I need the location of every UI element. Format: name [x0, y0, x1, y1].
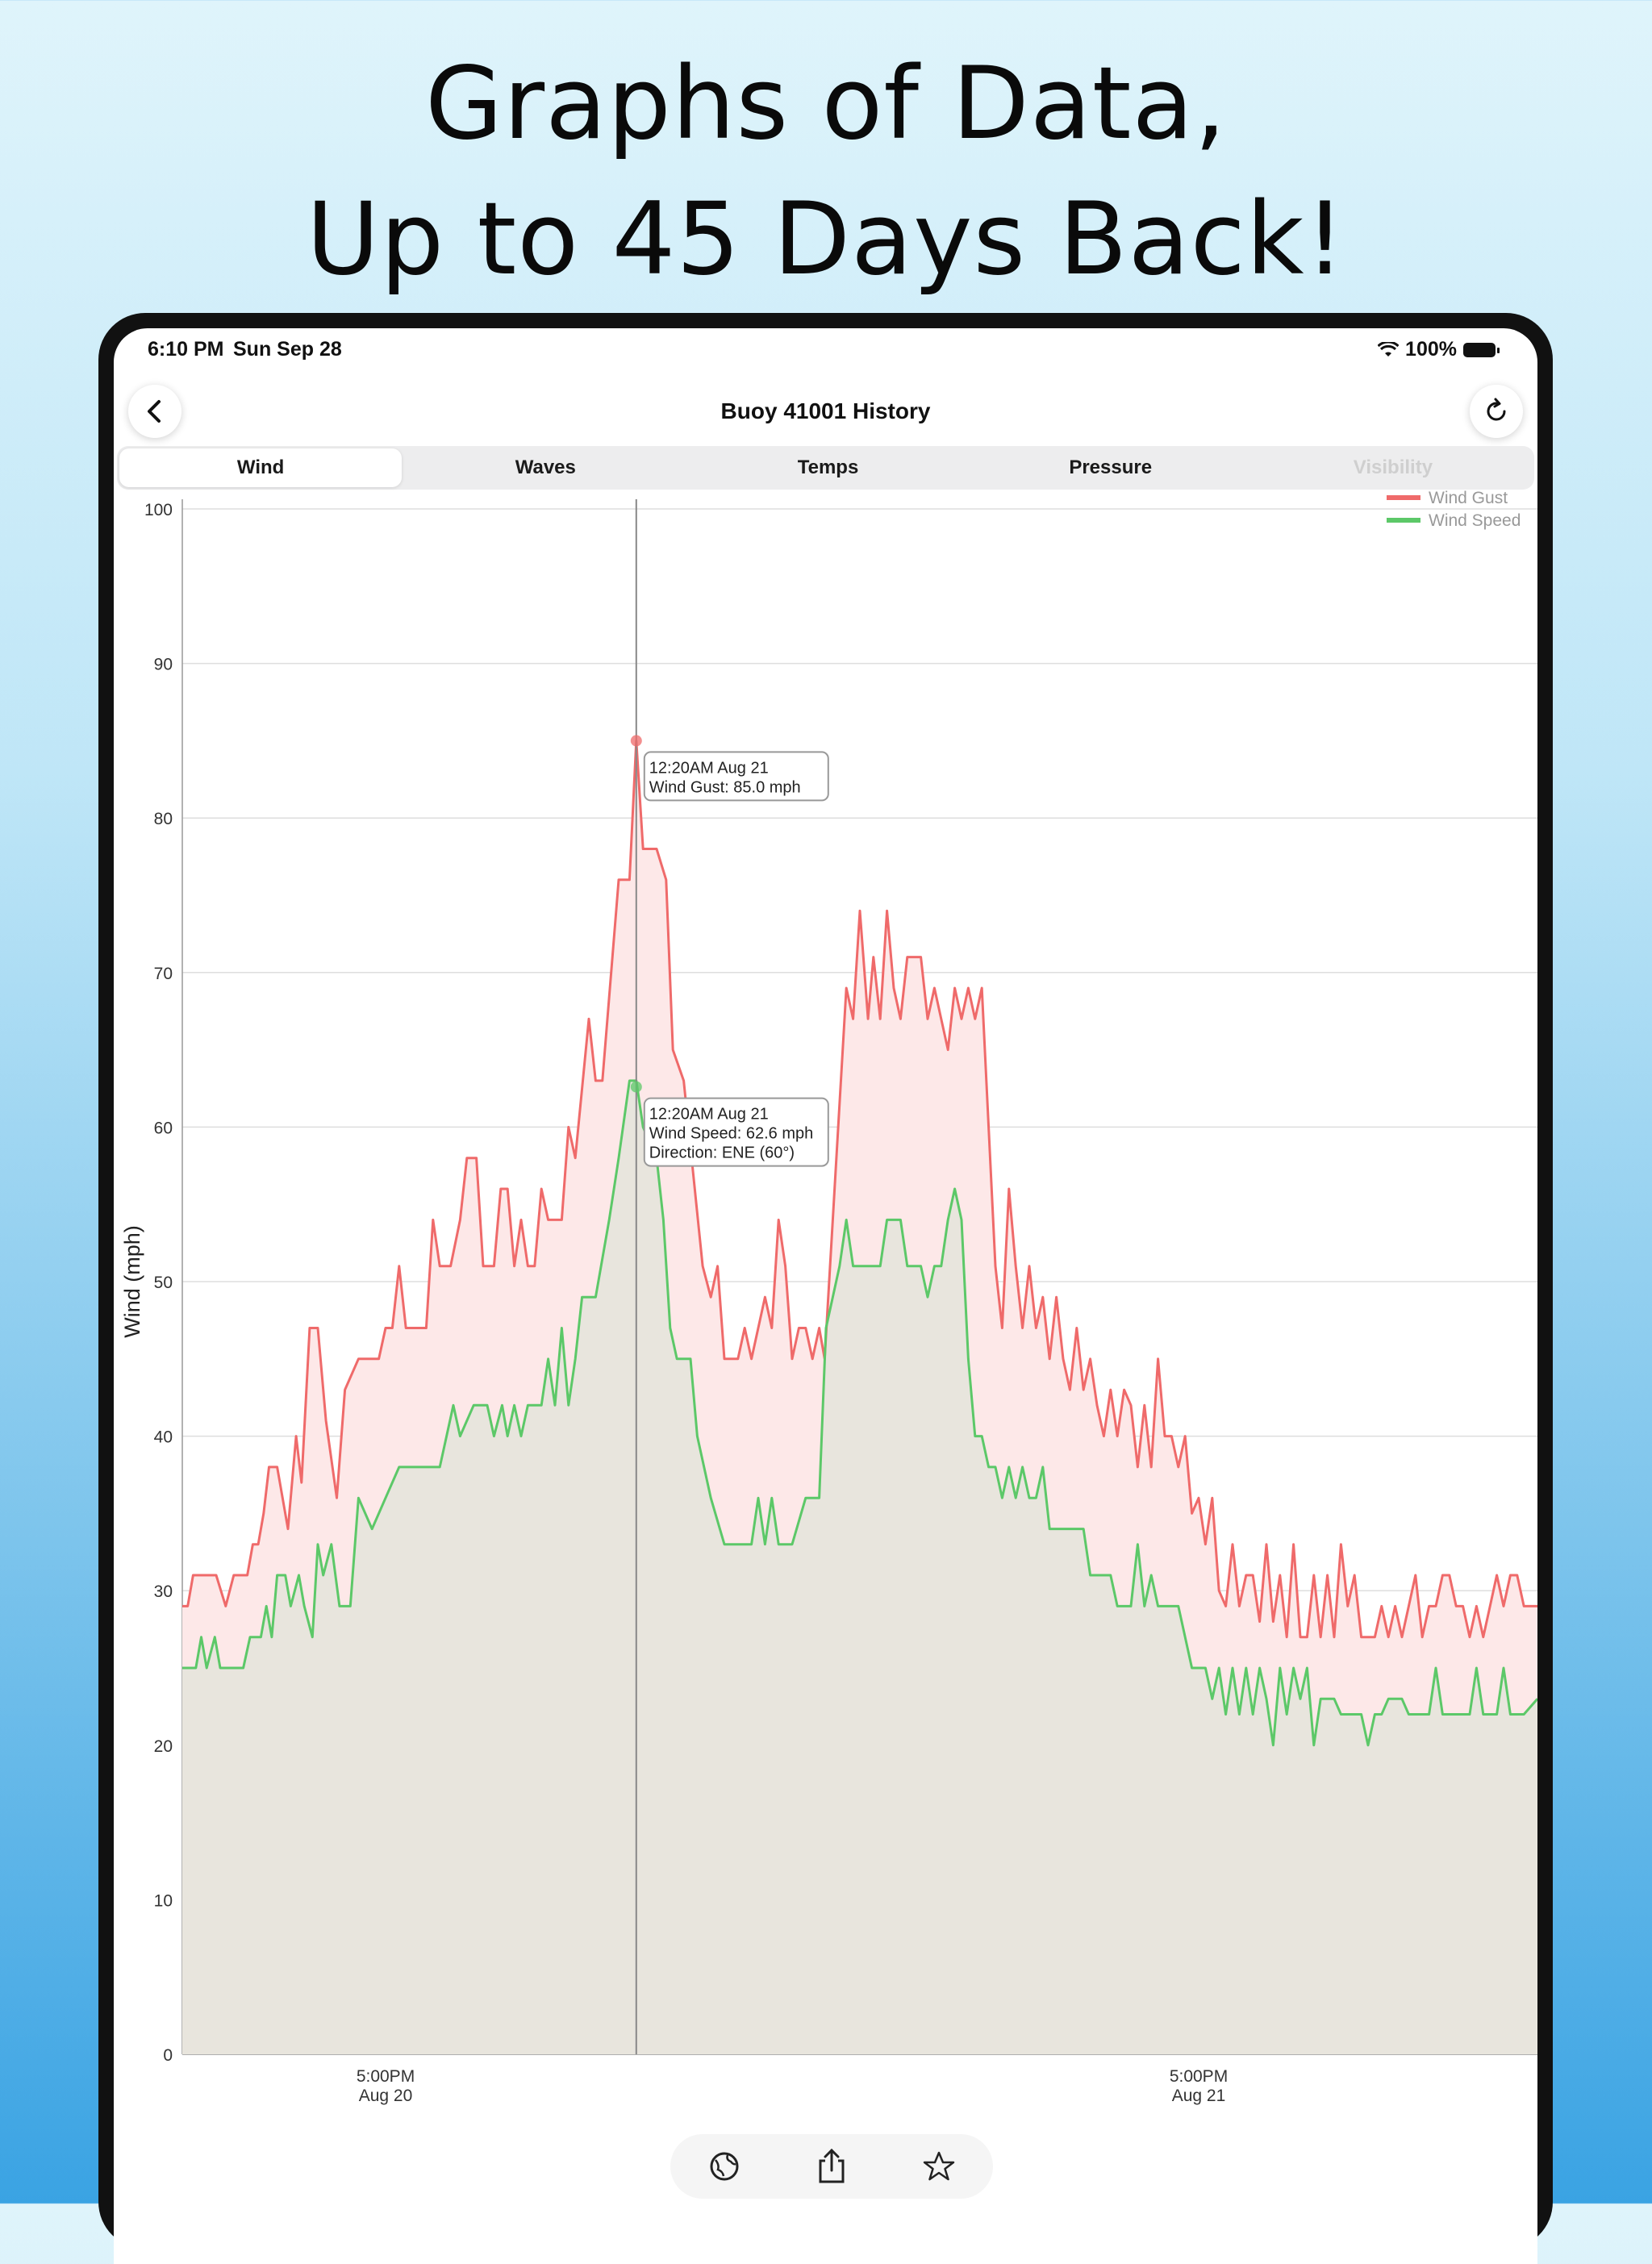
- y-axis-title: Wind (mph): [120, 1225, 144, 1338]
- status-time: 6:10 PM: [148, 338, 224, 361]
- tooltip-text: Direction: ENE (60°): [649, 1145, 795, 1162]
- tooltip-text: Wind Speed: 62.6 mph: [649, 1125, 813, 1143]
- tab-wind[interactable]: Wind: [119, 448, 403, 487]
- app-screen: 6:10 PM Sun Sep 28 100% Buoy 41001 Histo…: [114, 328, 1537, 2264]
- y-tick-label: 100: [144, 501, 173, 519]
- battery-percent: 100%: [1405, 338, 1457, 361]
- refresh-icon: [1487, 398, 1506, 421]
- x-tick-label: 5:00PM: [357, 2067, 415, 2086]
- x-tick-sublabel: Aug 20: [359, 2087, 413, 2105]
- y-tick-label: 60: [154, 1119, 173, 1137]
- tooltip-text: Wind Gust: 85.0 mph: [649, 778, 801, 796]
- x-tick-sublabel: Aug 21: [1172, 2087, 1226, 2105]
- page-title: Buoy 41001 History: [720, 398, 931, 423]
- tab-pressure[interactable]: Pressure: [1069, 457, 1153, 478]
- tab-waves[interactable]: Waves: [515, 457, 576, 478]
- y-tick-label: 40: [154, 1428, 173, 1447]
- globe-icon: [710, 2152, 739, 2181]
- refresh-button[interactable]: [1470, 385, 1523, 438]
- tooltip-box: [643, 1097, 829, 1167]
- wind-speed-marker[interactable]: [630, 1081, 642, 1093]
- legend-label: Wind Speed: [1429, 511, 1521, 530]
- star-icon: [924, 2151, 955, 2181]
- wind-gust-line[interactable]: [182, 739, 1537, 1639]
- headline-line-1: Graphs of Data,: [425, 46, 1227, 162]
- tooltip-box: [643, 751, 829, 802]
- chevron-left-icon: [148, 400, 161, 423]
- wind-speed-line[interactable]: [182, 1079, 1537, 1747]
- battery-icon: [1463, 342, 1500, 357]
- tooltip-text: 12:20AM Aug 21: [649, 759, 769, 777]
- wind-speed-area: [182, 1080, 1537, 2054]
- share-icon: [819, 2148, 845, 2183]
- favorite-button[interactable]: [923, 2150, 955, 2183]
- status-right: 100%: [1378, 338, 1500, 361]
- wifi-icon: [1378, 341, 1400, 356]
- headline: Graphs of Data, Up to 45 Days Back!: [0, 36, 1652, 307]
- y-tick-label: 0: [163, 2046, 173, 2065]
- tab-visibility[interactable]: Visibility: [1353, 457, 1433, 478]
- share-button[interactable]: [816, 2148, 848, 2185]
- map-button[interactable]: [708, 2150, 740, 2183]
- back-button[interactable]: [128, 385, 181, 438]
- y-tick-label: 70: [154, 965, 173, 983]
- y-tick-label: 10: [154, 1891, 173, 1910]
- bottom-toolbar: [670, 2134, 993, 2199]
- status-date: Sun Sep 28: [233, 338, 342, 361]
- y-tick-label: 80: [154, 810, 173, 828]
- y-tick-label: 30: [154, 1582, 173, 1601]
- wind-gust-marker[interactable]: [630, 735, 642, 747]
- tab-temps[interactable]: Temps: [797, 457, 859, 478]
- tooltip-text: 12:20AM Aug 21: [649, 1106, 769, 1124]
- y-tick-label: 90: [154, 656, 173, 674]
- x-tick-label: 5:00PM: [1170, 2067, 1228, 2086]
- headline-line-2: Up to 45 Days Back!: [306, 181, 1346, 298]
- y-tick-label: 50: [154, 1274, 173, 1292]
- status-bar: 6:10 PM Sun Sep 28 100%: [114, 328, 1537, 370]
- nav-bar: Buoy 41001 History: [114, 370, 1537, 443]
- y-tick-label: 20: [154, 1737, 173, 1756]
- legend-label: Wind Gust: [1429, 490, 1508, 507]
- tab-bar: Wind Waves Temps Pressure Visibility: [117, 446, 1534, 490]
